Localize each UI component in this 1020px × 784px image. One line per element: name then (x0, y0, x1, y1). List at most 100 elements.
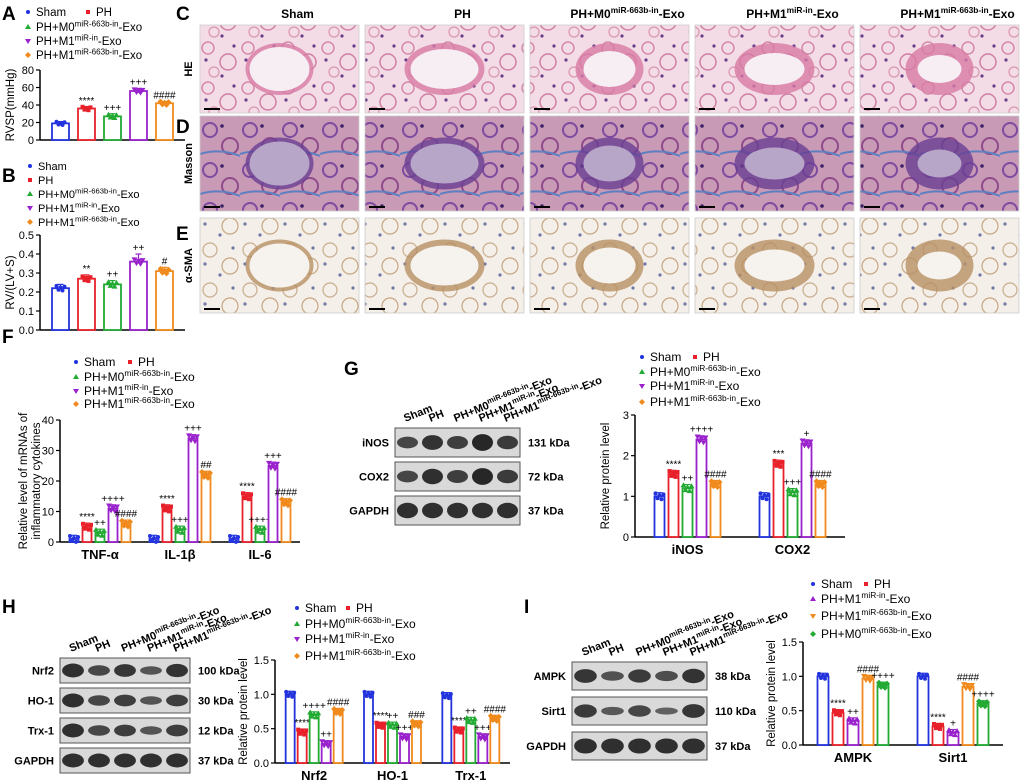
panel-letter-B: B (2, 166, 16, 187)
data-point (27, 191, 33, 196)
data-point (846, 715, 852, 721)
data-point (780, 459, 785, 464)
data-point (657, 493, 662, 498)
data-point (302, 732, 307, 737)
legend-H: Sham PHPH+M0miR-663b-in-ExoPH+M1miR-in-Ex… (294, 601, 416, 663)
significance-label: **** (451, 716, 467, 727)
data-point (255, 528, 261, 534)
data-point (60, 123, 65, 128)
x-category-label: Sirt1 (939, 750, 968, 765)
data-point (179, 529, 185, 535)
legend-label: PH (874, 577, 891, 591)
data-point (378, 722, 383, 727)
data-point (25, 39, 31, 44)
data-point (667, 469, 672, 474)
micrograph-row-label: HE (183, 61, 195, 76)
y-tick-label: 0.3 (19, 268, 34, 280)
blot-band (166, 663, 188, 678)
data-point (469, 719, 476, 725)
data-point (113, 112, 120, 118)
blot-band (397, 436, 418, 449)
data-point (864, 582, 868, 586)
data-point (810, 631, 816, 637)
data-point (287, 497, 293, 504)
blot-protein-label: iNOS (362, 438, 389, 450)
significance-label: **** (294, 718, 310, 729)
data-point (80, 274, 85, 279)
y-tick-label: 40 (42, 415, 54, 427)
blot-band (422, 502, 443, 519)
micrograph-image (859, 217, 1020, 314)
blot-band (140, 666, 162, 675)
data-point (403, 737, 410, 743)
data-point (639, 399, 645, 405)
significance-label: ++++ (971, 690, 995, 701)
y-axis-label: Relative protein level (238, 658, 250, 765)
data-point (838, 713, 842, 718)
bar (772, 462, 785, 538)
bar (441, 694, 453, 764)
data-point (969, 682, 975, 688)
data-point (686, 488, 693, 494)
scale-bar (534, 308, 550, 310)
blot-band (88, 695, 110, 706)
data-point (292, 690, 297, 695)
data-point (693, 355, 697, 359)
significance-label: +++ (171, 515, 189, 526)
vessel-lumen (583, 51, 636, 87)
data-point (493, 717, 500, 724)
legend-label: Sham (305, 601, 336, 615)
y-tick-label: 0 (48, 537, 54, 549)
significance-label: #### (115, 509, 138, 520)
data-point (113, 279, 120, 285)
vessel-lumen (249, 243, 310, 288)
blot-band (88, 725, 110, 736)
data-point (834, 712, 838, 717)
data-point (368, 694, 373, 699)
data-point (106, 503, 112, 509)
y-tick-label: 3 (623, 410, 629, 422)
data-point (456, 727, 461, 732)
data-point (415, 723, 422, 730)
data-point (288, 691, 293, 696)
bar (800, 442, 813, 538)
data-point (680, 482, 687, 488)
blot-band (397, 502, 418, 519)
bar (51, 287, 70, 331)
data-point (346, 606, 350, 610)
panel-letter-A: A (2, 4, 16, 25)
significance-label: **** (666, 459, 682, 470)
data-point (285, 502, 291, 509)
panel-letter-F: F (2, 327, 14, 348)
significance-label: ++++ (871, 671, 895, 682)
significance-label: ++ (847, 707, 859, 718)
data-point (936, 723, 940, 728)
blot-protein-label: Nrf2 (32, 666, 54, 678)
x-category-label: TNF-α (81, 547, 119, 562)
data-point (274, 461, 280, 467)
legend-item: Sham (8, 0, 37, 3)
blot-protein-label: Trx-1 (28, 726, 54, 738)
data-point (393, 720, 400, 726)
y-tick-label: 0.1 (19, 306, 34, 318)
micrograph-image (364, 217, 525, 314)
data-point (479, 734, 486, 740)
data-point (661, 492, 666, 497)
scale-bar (204, 206, 220, 208)
significance-label: ## (200, 460, 212, 471)
scale-bar (864, 108, 880, 110)
data-point (932, 721, 936, 726)
significance-label: ++ (682, 474, 694, 485)
data-point (105, 279, 112, 285)
data-point (952, 732, 958, 738)
data-point (840, 709, 844, 714)
significance-label: ++ (107, 270, 119, 281)
micrograph-column-header: Sham (281, 7, 314, 21)
legend-label: Sham (821, 577, 852, 591)
blot-kda-label: 30 kDa (198, 696, 234, 708)
data-point (89, 522, 93, 527)
data-point (823, 676, 827, 681)
data-point (247, 497, 251, 502)
